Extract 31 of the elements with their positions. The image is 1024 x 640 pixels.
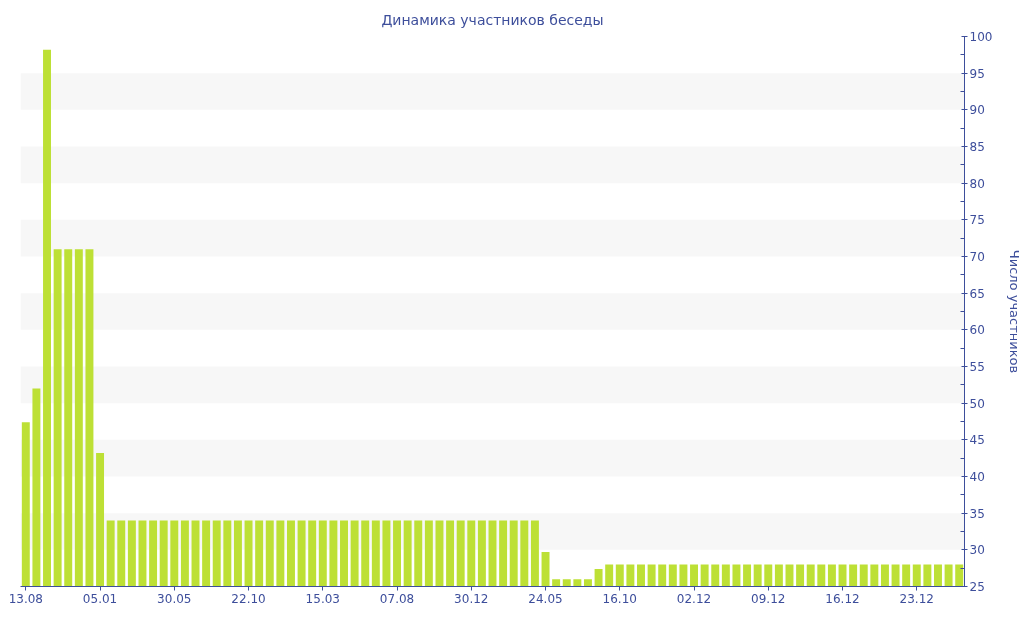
- y-tick-label: 50: [969, 396, 985, 411]
- y-tick-label: 55: [969, 360, 985, 374]
- x-tick-label: 05.01: [82, 591, 118, 606]
- y-tick-label: 95: [969, 66, 985, 81]
- y-tick-label: 100: [969, 30, 993, 44]
- y-tick-label: 25: [969, 580, 985, 594]
- y-tick-label: 75: [969, 213, 985, 228]
- x-tick-label: 16.12: [825, 591, 860, 606]
- x-tick-label: 13.08: [8, 591, 43, 606]
- y-tick-label: 65: [969, 286, 985, 301]
- y-tick-label: 80: [969, 176, 985, 191]
- y-tick-label: 85: [969, 140, 985, 154]
- x-tick-label: 02.12: [676, 591, 712, 606]
- x-tick-label: 16.10: [602, 591, 637, 606]
- y-tick-label: 40: [969, 470, 985, 484]
- x-tick-label: 30.05: [157, 591, 192, 606]
- y-tick-label: 70: [969, 250, 985, 264]
- y-tick-label: 60: [969, 323, 985, 338]
- x-tick-label: 22.10: [231, 591, 266, 606]
- chart-title: Динамика участников беседы: [381, 11, 604, 28]
- x-tick-label: 24.05: [528, 591, 563, 606]
- x-tick-label: 15.03: [305, 591, 340, 606]
- x-tick-label: 30.12: [454, 591, 489, 606]
- x-tick-label: 23.12: [899, 591, 934, 606]
- x-tick-label: 07.08: [379, 591, 415, 606]
- y-tick-label: 35: [969, 506, 985, 521]
- y-tick-label: 30: [969, 543, 985, 558]
- x-tick-label: 09.12: [751, 591, 786, 606]
- y-axis-title: Число участников: [1007, 249, 1023, 374]
- y-tick-label: 45: [969, 433, 985, 448]
- y-tick-label: 90: [969, 103, 985, 118]
